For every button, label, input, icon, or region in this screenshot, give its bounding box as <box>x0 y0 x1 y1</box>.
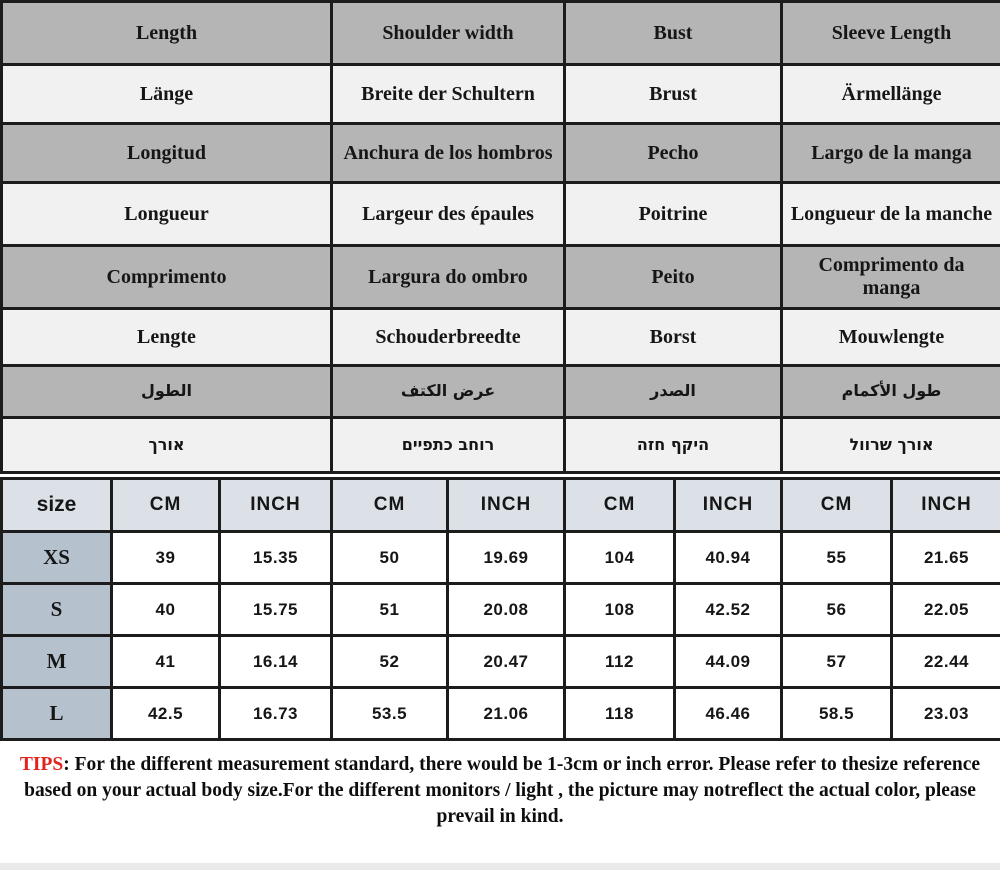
size-value-s-5: 42.52 <box>673 582 783 637</box>
size-row-m: M 41 16.14 52 20.47 112 44.09 57 22.44 <box>0 634 1000 689</box>
unit-header-1: INCH <box>218 477 333 533</box>
measurement-cell-english-1: Shoulder width <box>330 0 566 66</box>
size-value-m-7: 22.44 <box>890 634 1000 689</box>
size-value-s-1: 15.75 <box>218 582 333 637</box>
size-value-l-6: 58.5 <box>780 686 893 741</box>
measurement-cell-spanish-2: Pecho <box>563 122 783 184</box>
size-column-header: size <box>0 477 113 533</box>
measurement-cell-portuguese-0: Comprimento <box>0 244 333 310</box>
size-value-xs-2: 50 <box>330 530 449 585</box>
measurement-cell-german-0: Länge <box>0 63 333 125</box>
unit-header-7: INCH <box>890 477 1000 533</box>
size-value-s-2: 51 <box>330 582 449 637</box>
size-value-m-6: 57 <box>780 634 893 689</box>
measurement-language-table: Length Shoulder width Bust Sleeve Length Län… <box>0 0 1000 474</box>
size-value-xs-4: 104 <box>563 530 676 585</box>
measurement-cell-french-0: Longueur <box>0 181 333 247</box>
size-value-m-2: 52 <box>330 634 449 689</box>
measurement-cell-arabic-1: عرض الكتف <box>330 364 566 419</box>
size-value-l-4: 118 <box>563 686 676 741</box>
unit-header-5: INCH <box>673 477 783 533</box>
measurement-cell-german-2: Brust <box>563 63 783 125</box>
measurement-cell-portuguese-1: Largura do ombro <box>330 244 566 310</box>
measurement-cell-portuguese-2: Peito <box>563 244 783 310</box>
size-value-s-4: 108 <box>563 582 676 637</box>
measurement-language-rows: Length Shoulder width Bust Sleeve Length Län… <box>0 0 1000 474</box>
measurement-cell-hebrew-2: היקף חזה <box>563 416 783 474</box>
size-measurement-table: size CM INCH CM INCH CM INCH CM INCH XS 39 15.35 5… <box>0 477 1000 741</box>
size-value-m-1: 16.14 <box>218 634 333 689</box>
size-value-m-4: 112 <box>563 634 676 689</box>
measurement-row-arabic: الطول عرض الكتف الصدر طول الأكمام <box>0 364 1000 419</box>
measurement-cell-hebrew-1: רוחב כתפיים <box>330 416 566 474</box>
size-value-m-3: 20.47 <box>446 634 566 689</box>
measurement-cell-dutch-2: Borst <box>563 307 783 367</box>
size-value-m-0: 41 <box>110 634 221 689</box>
measurement-row-french: Longueur Largeur des épaules Poitrine Longu… <box>0 181 1000 247</box>
measurement-cell-dutch-3: Mouwlengte <box>780 307 1000 367</box>
size-table-header-row: size CM INCH CM INCH CM INCH CM INCH <box>0 477 1000 533</box>
size-value-xs-0: 39 <box>110 530 221 585</box>
measurement-cell-english-3: Sleeve Length <box>780 0 1000 66</box>
measurement-cell-hebrew-3: אורך שרוול <box>780 416 1000 474</box>
size-label-m: M <box>0 634 113 689</box>
size-value-s-6: 56 <box>780 582 893 637</box>
measurement-row-hebrew: אורך רוחב כתפיים היקף חזה אורך שרוול <box>0 416 1000 474</box>
measurement-cell-german-3: Ärmellänge <box>780 63 1000 125</box>
size-value-l-0: 42.5 <box>110 686 221 741</box>
measurement-cell-german-1: Breite der Schultern <box>330 63 566 125</box>
size-row-l: L 42.5 16.73 53.5 21.06 118 46.46 58.5 23.03 <box>0 686 1000 741</box>
unit-header-3: INCH <box>446 477 566 533</box>
size-value-l-2: 53.5 <box>330 686 449 741</box>
unit-header-0: CM <box>110 477 221 533</box>
tips-text: : For the different measurement standard… <box>24 754 981 827</box>
size-value-xs-1: 15.35 <box>218 530 333 585</box>
tips-label: TIPS <box>19 754 64 775</box>
measurement-cell-french-2: Poitrine <box>563 181 783 247</box>
measurement-cell-arabic-3: طول الأكمام <box>780 364 1000 419</box>
size-value-s-3: 20.08 <box>446 582 566 637</box>
measurement-cell-arabic-2: الصدر <box>563 364 783 419</box>
bottom-edge-strip <box>0 863 1000 870</box>
measurement-cell-spanish-3: Largo de la manga <box>780 122 1000 184</box>
size-row-xs: XS 39 15.35 50 19.69 104 40.94 55 21.65 <box>0 530 1000 585</box>
measurement-cell-portuguese-3: Comprimento da manga <box>780 244 1000 310</box>
size-value-s-7: 22.05 <box>890 582 1000 637</box>
measurement-row-portuguese: Comprimento Largura do ombro Peito Comprime… <box>0 244 1000 310</box>
measurement-cell-dutch-1: Schouderbreedte <box>330 307 566 367</box>
measurement-cell-english-2: Bust <box>563 0 783 66</box>
measurement-cell-spanish-0: Longitud <box>0 122 333 184</box>
size-table-rows: XS 39 15.35 50 19.69 104 40.94 55 21.65 S 40 15.75 5… <box>0 530 1000 741</box>
unit-header-6: CM <box>780 477 893 533</box>
tips-note: TIPS: For the different measurement stan… <box>0 752 1000 830</box>
size-label-xs: XS <box>0 530 113 585</box>
size-value-l-7: 23.03 <box>890 686 1000 741</box>
size-value-l-3: 21.06 <box>446 686 566 741</box>
unit-header-2: CM <box>330 477 449 533</box>
measurement-cell-arabic-0: الطول <box>0 364 333 419</box>
size-value-xs-7: 21.65 <box>890 530 1000 585</box>
size-value-xs-5: 40.94 <box>673 530 783 585</box>
size-value-m-5: 44.09 <box>673 634 783 689</box>
unit-header-4: CM <box>563 477 676 533</box>
measurement-cell-french-3: Longueur de la manche <box>780 181 1000 247</box>
measurement-cell-english-0: Length <box>0 0 333 66</box>
size-value-s-0: 40 <box>110 582 221 637</box>
measurement-cell-hebrew-0: אורך <box>0 416 333 474</box>
measurement-row-english: Length Shoulder width Bust Sleeve Length <box>0 0 1000 66</box>
size-row-s: S 40 15.75 51 20.08 108 42.52 56 22.05 <box>0 582 1000 637</box>
measurement-row-dutch: Lengte Schouderbreedte Borst Mouwlengte <box>0 307 1000 367</box>
size-label-s: S <box>0 582 113 637</box>
measurement-row-german: Länge Breite der Schultern Brust Ärmellänge <box>0 63 1000 125</box>
size-value-xs-6: 55 <box>780 530 893 585</box>
size-label-l: L <box>0 686 113 741</box>
size-value-l-1: 16.73 <box>218 686 333 741</box>
size-value-l-5: 46.46 <box>673 686 783 741</box>
measurement-cell-dutch-0: Lengte <box>0 307 333 367</box>
measurement-cell-spanish-1: Anchura de los hombros <box>330 122 566 184</box>
measurement-row-spanish: Longitud Anchura de los hombros Pecho Largo… <box>0 122 1000 184</box>
measurement-cell-french-1: Largeur des épaules <box>330 181 566 247</box>
size-value-xs-3: 19.69 <box>446 530 566 585</box>
